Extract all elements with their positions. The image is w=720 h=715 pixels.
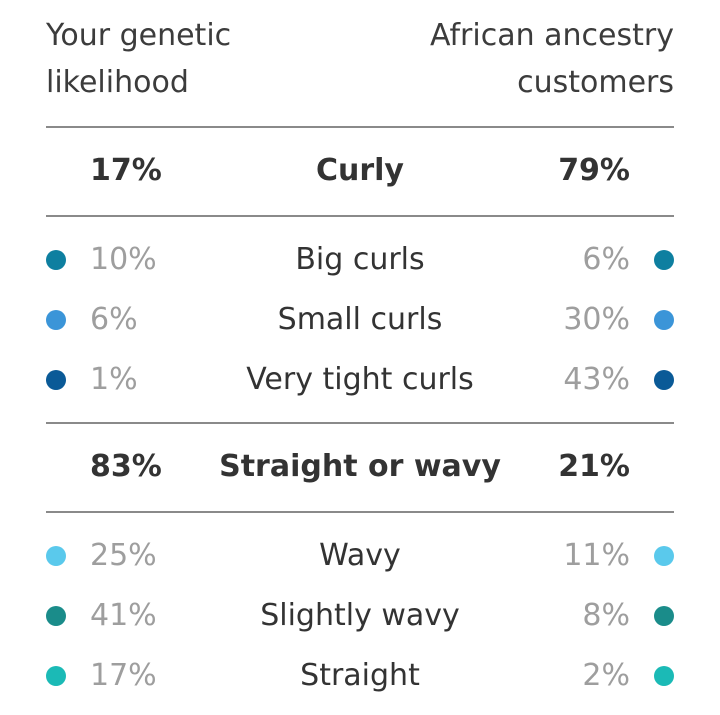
color-dot-icon bbox=[654, 606, 674, 626]
color-dot-icon bbox=[654, 666, 674, 686]
ancestry-customers-header-line1: African ancestry bbox=[430, 18, 674, 53]
trait-yours-value: 17% bbox=[90, 658, 157, 693]
trait-yours-value: 25% bbox=[90, 538, 157, 573]
group-row-curly: 17% Curly 79% bbox=[0, 141, 720, 201]
ancestry-customers-header: African ancestry customers bbox=[430, 12, 674, 106]
your-likelihood-header: Your genetic likelihood bbox=[46, 12, 231, 106]
color-dot-icon bbox=[654, 250, 674, 270]
group-label: Curly bbox=[315, 153, 404, 188]
color-dot-icon bbox=[46, 250, 66, 270]
group-yours-value: 17% bbox=[90, 153, 162, 188]
trait-row-straight: 17% Straight 2% bbox=[0, 646, 720, 706]
trait-ancestry-value: 6% bbox=[582, 242, 630, 277]
trait-label: Straight bbox=[300, 658, 420, 693]
trait-label: Slightly wavy bbox=[260, 598, 460, 633]
trait-ancestry-value: 8% bbox=[582, 598, 630, 633]
trait-yours-value: 1% bbox=[90, 362, 138, 397]
group-yours-value: 83% bbox=[90, 449, 162, 484]
trait-row-slightly-wavy: 41% Slightly wavy 8% bbox=[0, 586, 720, 646]
your-likelihood-header-line1: Your genetic bbox=[46, 18, 232, 53]
group-ancestry-value: 21% bbox=[558, 449, 630, 484]
trait-yours-value: 10% bbox=[90, 242, 157, 277]
trait-ancestry-value: 11% bbox=[563, 538, 630, 573]
group-label: Straight or wavy bbox=[219, 449, 501, 484]
divider bbox=[46, 126, 674, 128]
color-dot-icon bbox=[46, 546, 66, 566]
trait-row-very-tight-curls: 1% Very tight curls 43% bbox=[0, 350, 720, 410]
trait-label: Very tight curls bbox=[246, 362, 474, 397]
ancestry-customers-header-line2: customers bbox=[517, 65, 674, 100]
your-likelihood-header-line2: likelihood bbox=[46, 65, 189, 100]
trait-label: Small curls bbox=[277, 302, 443, 337]
trait-row-small-curls: 6% Small curls 30% bbox=[0, 290, 720, 350]
color-dot-icon bbox=[46, 310, 66, 330]
trait-ancestry-value: 2% bbox=[582, 658, 630, 693]
trait-yours-value: 41% bbox=[90, 598, 157, 633]
trait-yours-value: 6% bbox=[90, 302, 138, 337]
color-dot-icon bbox=[654, 310, 674, 330]
color-dot-icon bbox=[46, 666, 66, 686]
trait-ancestry-value: 43% bbox=[563, 362, 630, 397]
divider bbox=[46, 511, 674, 513]
trait-label: Wavy bbox=[319, 538, 401, 573]
trait-ancestry-value: 30% bbox=[563, 302, 630, 337]
trait-row-wavy: 25% Wavy 11% bbox=[0, 526, 720, 586]
color-dot-icon bbox=[46, 606, 66, 626]
divider bbox=[46, 215, 674, 217]
color-dot-icon bbox=[654, 370, 674, 390]
trait-label: Big curls bbox=[295, 242, 425, 277]
color-dot-icon bbox=[46, 370, 66, 390]
divider bbox=[46, 422, 674, 424]
group-row-straight-or-wavy: 83% Straight or wavy 21% bbox=[0, 437, 720, 497]
color-dot-icon bbox=[654, 546, 674, 566]
trait-row-big-curls: 10% Big curls 6% bbox=[0, 230, 720, 290]
group-ancestry-value: 79% bbox=[558, 153, 630, 188]
